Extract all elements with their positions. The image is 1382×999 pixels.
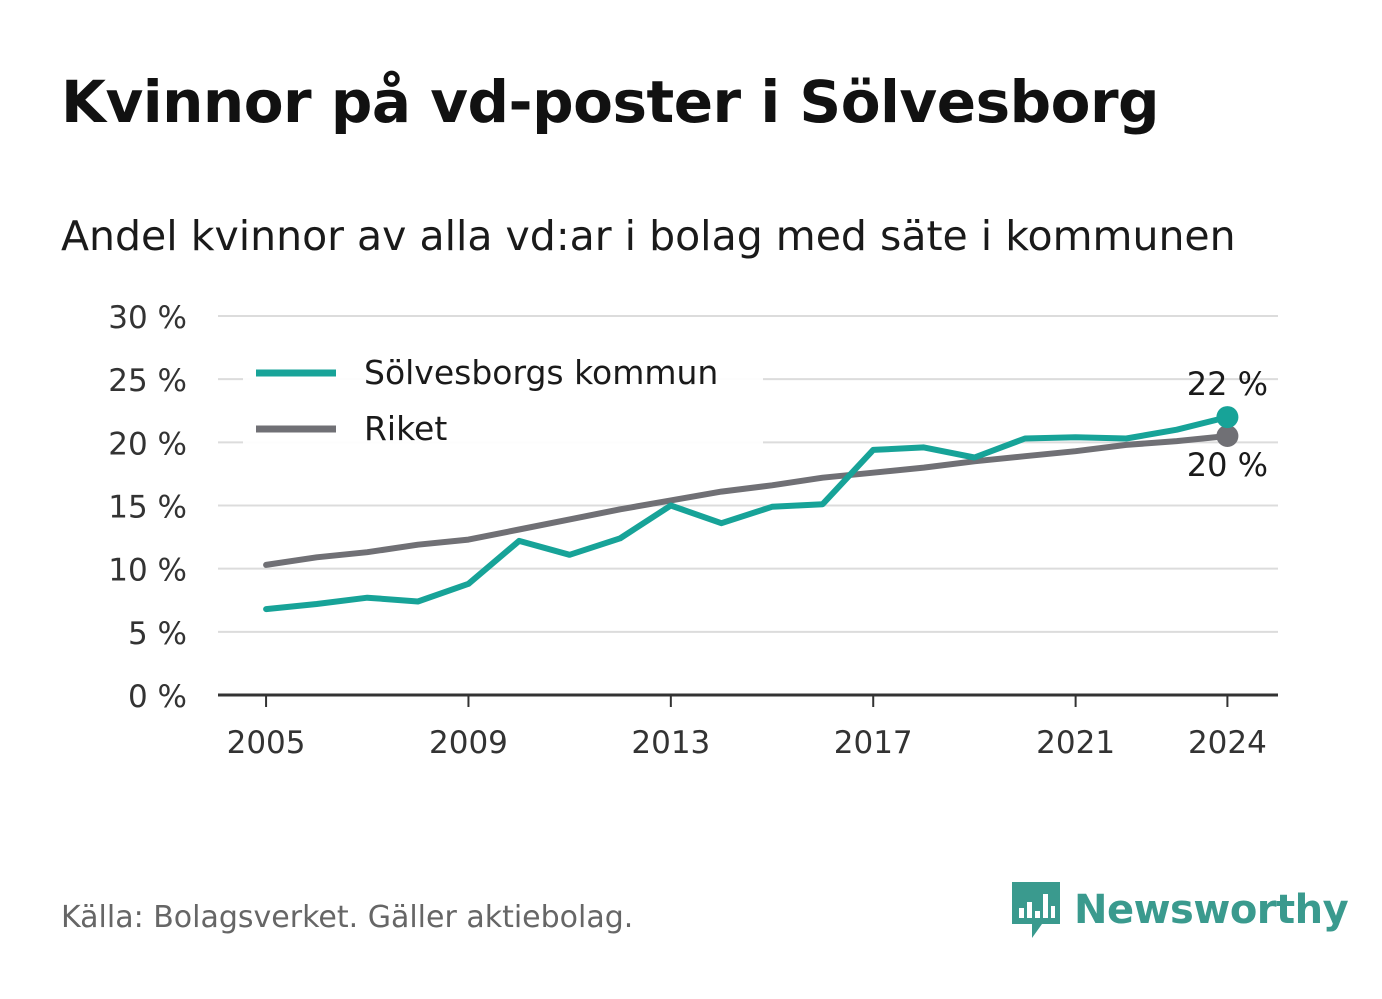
series-line (263, 414, 1231, 613)
y-tick-label: 5 % (128, 616, 187, 652)
axes: 0 % 5 % 10 % 15 % 20 % 25 % 30 % 2005 2009 2013 20… (108, 300, 1278, 761)
series-end-label: 22 % (1187, 365, 1268, 403)
brand-name: Newsworthy (1074, 887, 1349, 933)
newsworthy-logo-icon (1012, 882, 1060, 938)
x-tick-label: 2021 (1036, 725, 1115, 761)
chart-subtitle: Andel kvinnor av alla vd:ar i bolag med … (61, 212, 1236, 260)
series-end-point (1216, 425, 1239, 448)
series-end-point (1216, 406, 1239, 429)
chart-title: Kvinnor på vd-poster i Sölvesborg (61, 68, 1160, 136)
y-tick-label: 15 % (108, 490, 187, 526)
legend-label: Riket (364, 409, 447, 448)
x-tick-label: 2013 (631, 725, 710, 761)
series-end-label: 20 % (1187, 446, 1268, 484)
y-tick-label: 25 % (108, 363, 187, 399)
brand-logo: Newsworthy (1010, 880, 1349, 940)
legend-label: Sölvesborgs kommun (364, 353, 718, 392)
x-tick-label: 2024 (1188, 725, 1267, 761)
series (263, 406, 1239, 613)
y-tick-label: 30 % (108, 300, 187, 336)
series-line (263, 433, 1231, 568)
legend: Sölvesborgs kommun Riket (243, 345, 763, 455)
data-labels: 22 % 20 % (1187, 365, 1268, 484)
legend-background (243, 345, 763, 455)
source-note: Källa: Bolagsverket. Gäller aktiebolag. (61, 900, 634, 935)
y-tick-label: 0 % (128, 679, 187, 715)
x-tick-label: 2009 (429, 725, 508, 761)
y-tick-label: 10 % (108, 553, 187, 589)
x-tick-label: 2005 (227, 725, 306, 761)
x-tick-label: 2017 (834, 725, 913, 761)
y-tick-label: 20 % (108, 426, 187, 462)
